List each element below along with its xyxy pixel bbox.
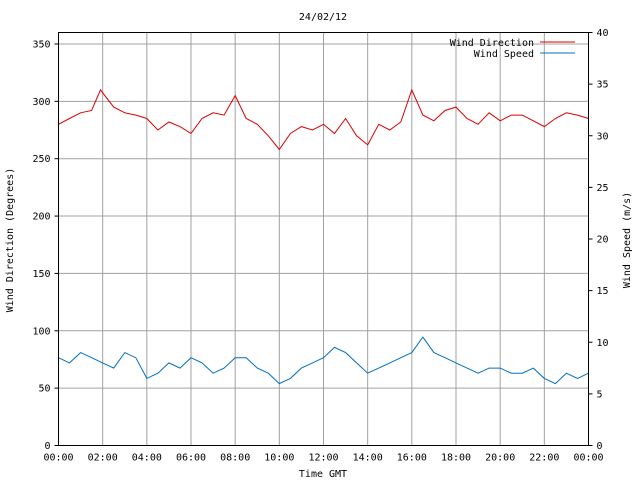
x-tick-label: 00:00 bbox=[43, 453, 73, 464]
y-tick-label: 300 bbox=[32, 97, 50, 108]
y2-tick-label: 25 bbox=[597, 183, 609, 194]
series-line-wind-direction bbox=[58, 88, 589, 151]
x-tick-label: 04:00 bbox=[132, 453, 162, 464]
x-tick-label: 18:00 bbox=[441, 453, 471, 464]
grid bbox=[58, 32, 589, 446]
y2-tick-label: 20 bbox=[597, 235, 609, 246]
x-tick-label: 10:00 bbox=[264, 453, 294, 464]
y2-axis-ticks: 0 5 10 15 20 25 30 35 40 bbox=[588, 28, 609, 452]
y2-axis-label: Wind Speed (m/s) bbox=[622, 192, 633, 288]
x-tick-label: 20:00 bbox=[485, 453, 515, 464]
x-tick-label: 16:00 bbox=[397, 453, 427, 464]
x-tick-label: 08:00 bbox=[220, 453, 250, 464]
y-tick-label: 350 bbox=[32, 39, 50, 50]
y-tick-label: 150 bbox=[32, 269, 50, 280]
legend-label-wind-direction: Wind Direction bbox=[450, 38, 534, 49]
legend: Wind Direction Wind Speed bbox=[450, 38, 575, 60]
y2-tick-label: 15 bbox=[597, 286, 609, 297]
x-tick-label: 00:00 bbox=[573, 453, 603, 464]
y2-tick-label: 5 bbox=[597, 389, 603, 400]
x-tick-label: 14:00 bbox=[353, 453, 383, 464]
x-tick-label: 02:00 bbox=[88, 453, 118, 464]
x-tick-label: 06:00 bbox=[176, 453, 206, 464]
chart-title: 24/02/12 bbox=[299, 12, 347, 23]
y-tick-label: 0 bbox=[44, 441, 50, 452]
series-line-wind-speed bbox=[58, 336, 589, 385]
x-axis-label: Time GMT bbox=[299, 469, 347, 480]
y-axis-label: Wind Direction (Degrees) bbox=[5, 168, 16, 313]
series-layer bbox=[58, 88, 589, 385]
y2-tick-label: 30 bbox=[597, 131, 609, 142]
legend-label-wind-speed: Wind Speed bbox=[474, 49, 534, 60]
y-tick-label: 50 bbox=[38, 384, 50, 395]
y-axis-ticks: 0 50 100 150 200 250 300 350 bbox=[32, 39, 59, 452]
y-tick-label: 200 bbox=[32, 212, 50, 223]
y-tick-label: 250 bbox=[32, 154, 50, 165]
x-axis-ticks: 00:00 02:00 04:00 06:00 08:00 10:00 12:00 14:00… bbox=[43, 453, 603, 464]
y2-tick-label: 0 bbox=[597, 441, 603, 452]
y2-tick-label: 10 bbox=[597, 338, 609, 349]
y-tick-label: 100 bbox=[32, 326, 50, 337]
x-tick-label: 22:00 bbox=[529, 453, 559, 464]
x-tick-label: 12:00 bbox=[308, 453, 338, 464]
y2-tick-label: 40 bbox=[597, 28, 609, 39]
y2-tick-label: 35 bbox=[597, 80, 609, 91]
